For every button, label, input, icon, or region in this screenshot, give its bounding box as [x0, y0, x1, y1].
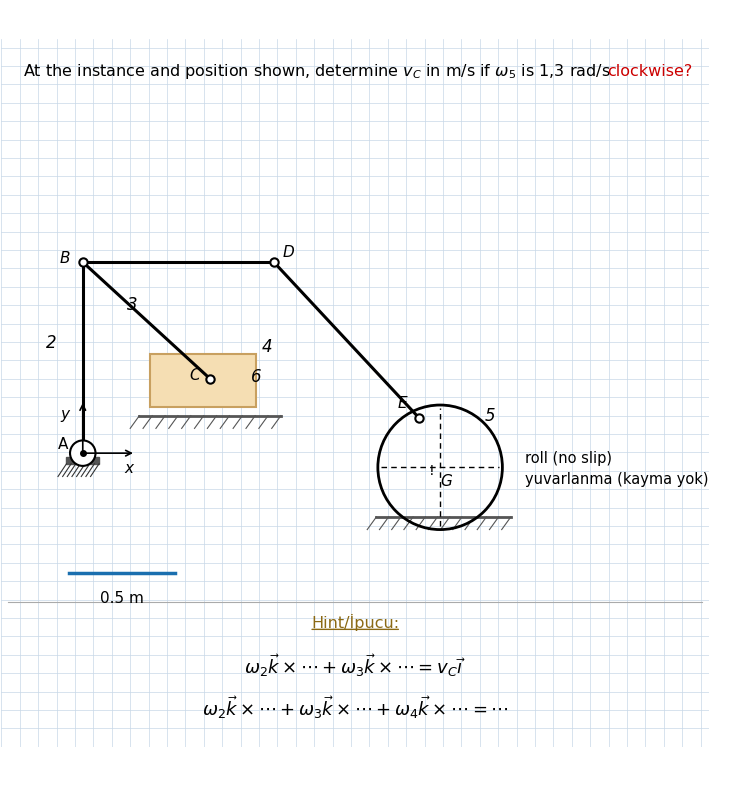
Text: clockwise?: clockwise? — [607, 64, 693, 79]
Circle shape — [70, 440, 95, 466]
Text: At the instance and position shown, determine $v_C$ in m/s if $\omega_5$ is 1,3 : At the instance and position shown, dete… — [22, 61, 611, 80]
Text: 3: 3 — [127, 296, 138, 314]
FancyBboxPatch shape — [150, 354, 256, 407]
Text: C: C — [189, 368, 200, 383]
Text: 2: 2 — [45, 335, 57, 352]
Text: Hint/İpucu:: Hint/İpucu: — [311, 615, 400, 631]
Text: E: E — [397, 396, 407, 411]
Bar — [66, 457, 99, 464]
Text: 5: 5 — [484, 406, 495, 424]
Text: 0.5 m: 0.5 m — [100, 591, 144, 606]
Text: 4: 4 — [261, 338, 272, 356]
Text: D: D — [282, 244, 294, 259]
Text: $\omega_2\vec{k} \times \cdots + \omega_3\vec{k} \times \cdots + \omega_4\vec{k}: $\omega_2\vec{k} \times \cdots + \omega_… — [202, 695, 508, 722]
Text: B: B — [59, 251, 70, 266]
Text: y: y — [60, 406, 70, 422]
Text: x: x — [124, 461, 133, 476]
Text: roll (no slip): roll (no slip) — [525, 450, 612, 465]
Text: G: G — [440, 474, 452, 489]
Text: A: A — [58, 437, 68, 452]
Text: !: ! — [429, 464, 434, 478]
Text: yuvarlanma (kayma yok): yuvarlanma (kayma yok) — [525, 472, 708, 487]
Text: $\omega_2\vec{k} \times \cdots + \omega_3\vec{k} \times \cdots = v_C\vec{\imath}: $\omega_2\vec{k} \times \cdots + \omega_… — [244, 652, 466, 679]
Text: 6: 6 — [251, 368, 261, 386]
